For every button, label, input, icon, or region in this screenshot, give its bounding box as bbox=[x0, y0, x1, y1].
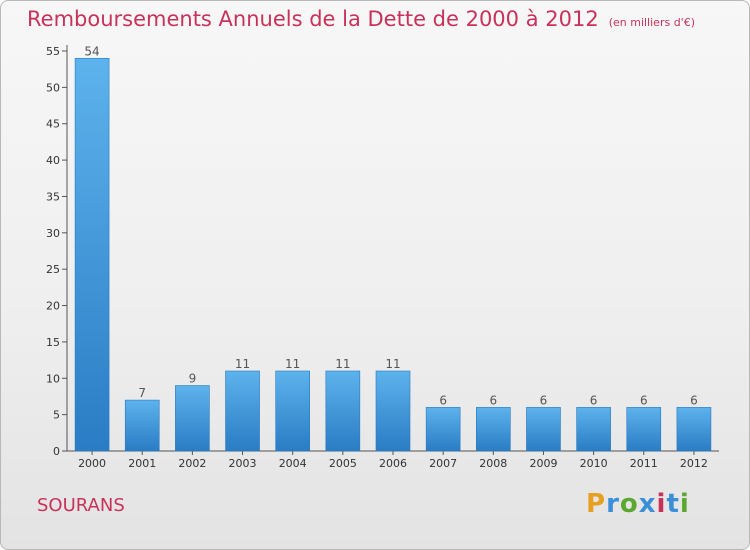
bar bbox=[576, 407, 611, 452]
bar-value-label: 6 bbox=[439, 393, 447, 407]
bar-value-label: 9 bbox=[189, 372, 197, 386]
y-tick-label: 55 bbox=[46, 45, 60, 58]
bar-value-label: 54 bbox=[84, 44, 99, 58]
proxiti-logo[interactable]: Proxiti bbox=[586, 489, 690, 519]
x-tick-label: 2008 bbox=[479, 457, 507, 470]
bar-value-label: 11 bbox=[235, 357, 250, 371]
x-tick-label: 2005 bbox=[329, 457, 357, 470]
x-tick-label: 2003 bbox=[229, 457, 257, 470]
bar bbox=[275, 370, 310, 452]
bar bbox=[626, 407, 662, 452]
y-tick-label: 0 bbox=[53, 445, 60, 458]
chart-title: Remboursements Annuels de la Dette de 20… bbox=[27, 7, 695, 31]
bar bbox=[425, 407, 461, 452]
y-tick-label: 30 bbox=[46, 227, 60, 240]
bar bbox=[375, 370, 411, 452]
bar bbox=[124, 399, 160, 452]
y-tick-label: 40 bbox=[46, 154, 60, 167]
commune-name: SOURANS bbox=[37, 495, 125, 516]
bar bbox=[476, 407, 511, 452]
x-tick-label: 2012 bbox=[680, 457, 708, 470]
y-tick-label: 20 bbox=[46, 300, 60, 313]
logo-letter: t bbox=[666, 489, 680, 519]
x-tick-label: 2002 bbox=[178, 457, 206, 470]
x-tick-label: 2006 bbox=[379, 457, 407, 470]
y-tick-label: 15 bbox=[46, 336, 60, 349]
y-tick-label: 25 bbox=[46, 263, 60, 276]
x-tick-label: 2009 bbox=[529, 457, 557, 470]
bar-value-label: 11 bbox=[335, 357, 350, 371]
bar-value-label: 6 bbox=[540, 393, 548, 407]
logo-letter: x bbox=[638, 489, 657, 519]
x-tick-label: 2004 bbox=[279, 457, 307, 470]
y-tick-label: 50 bbox=[46, 81, 60, 94]
bar bbox=[325, 370, 361, 452]
bar-value-label: 6 bbox=[640, 393, 648, 407]
bar bbox=[74, 57, 110, 452]
logo-letter: i bbox=[656, 489, 667, 519]
bar-value-label: 6 bbox=[590, 393, 598, 407]
logo-letter: r bbox=[606, 489, 620, 519]
logo-letter: i bbox=[679, 489, 690, 519]
bar bbox=[175, 385, 210, 452]
bar-value-label: 11 bbox=[285, 357, 300, 371]
chart-title-text: Remboursements Annuels de la Dette de 20… bbox=[27, 7, 599, 31]
y-tick-label: 45 bbox=[46, 118, 60, 131]
x-tick-label: 2000 bbox=[78, 457, 106, 470]
logo-letter: P bbox=[586, 489, 607, 519]
bar-value-label: 6 bbox=[489, 393, 497, 407]
bar bbox=[225, 370, 260, 452]
x-tick-label: 2001 bbox=[128, 457, 156, 470]
bar-value-label: 6 bbox=[690, 393, 698, 407]
chart-unit-subtitle: (en milliers d'€) bbox=[608, 16, 695, 29]
bar-value-label: 7 bbox=[138, 386, 146, 400]
bar-value-label: 11 bbox=[385, 357, 400, 371]
x-tick-label: 2010 bbox=[580, 457, 608, 470]
x-tick-label: 2007 bbox=[429, 457, 457, 470]
logo-letter: o bbox=[619, 489, 639, 519]
bar bbox=[526, 407, 561, 452]
x-tick-label: 2011 bbox=[630, 457, 658, 470]
bar bbox=[676, 407, 712, 452]
y-tick-label: 5 bbox=[53, 409, 60, 422]
y-tick-label: 10 bbox=[46, 372, 60, 385]
y-tick-label: 35 bbox=[46, 190, 60, 203]
